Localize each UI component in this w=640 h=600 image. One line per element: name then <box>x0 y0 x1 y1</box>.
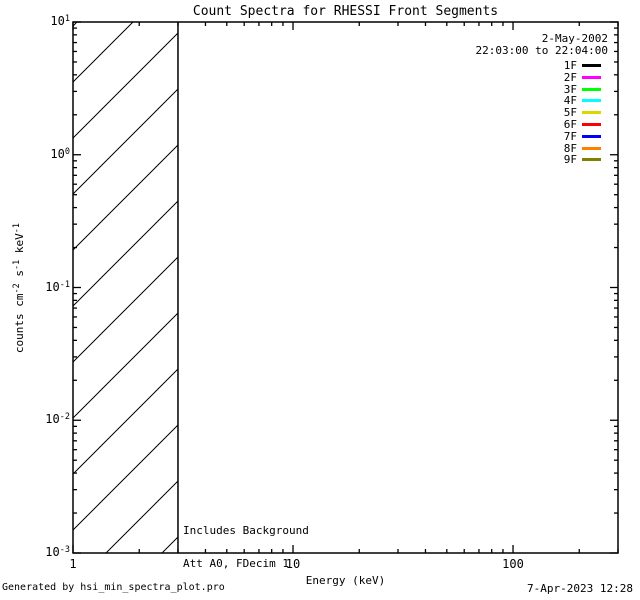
legend-label: 2F <box>563 70 577 84</box>
x-tick-label: 1 <box>69 557 77 571</box>
legend-row: 3F <box>563 82 601 96</box>
legend-label: 7F <box>563 129 577 143</box>
legend-row: 7F <box>563 129 601 143</box>
legend-row: 8F <box>563 141 601 155</box>
legend-date: 2-May-2002 <box>541 32 608 45</box>
legend-swatch <box>582 75 601 79</box>
legend-swatch <box>582 99 601 103</box>
legend-row: 6F <box>563 118 601 131</box>
annotation-includes-background: Includes Background <box>183 524 309 537</box>
y-tick-label: 10-2 <box>45 412 70 427</box>
y-axis-label: counts cm-2 s-1 keV-1 <box>12 222 26 354</box>
y-tick-label: 10-1 <box>45 279 70 294</box>
hatched-no-data-region <box>73 22 178 553</box>
legend-swatch <box>582 87 601 91</box>
legend-row: 4F <box>563 94 601 108</box>
footer-generator: Generated by hsi_min_spectra_plot.pro <box>2 582 225 593</box>
legend-row: 2F <box>563 70 601 84</box>
legend-label: 3F <box>563 82 577 96</box>
y-tick-label: 10-3 <box>45 545 70 559</box>
y-tick-label: 101 <box>50 14 70 28</box>
legend-label: 6F <box>563 118 577 131</box>
legend-swatch <box>582 123 601 126</box>
x-axis-label: Energy (keV) <box>305 574 386 587</box>
annotation-attenuator-state: Att A0, FDecim 1 <box>183 557 289 570</box>
legend-label: 1F <box>563 59 577 72</box>
legend-row: 1F <box>563 59 601 72</box>
x-tick-label: 100 <box>502 557 524 571</box>
legend-time-range: 22:03:00 to 22:04:00 <box>475 44 608 57</box>
plot-title: Count Spectra for RHESSI Front Segments <box>192 4 499 19</box>
annotation-block: Includes Background Att A0, FDecim 1 <box>183 503 309 591</box>
legend-swatch <box>582 158 601 162</box>
y-tick-label: 100 <box>50 146 70 161</box>
legend-swatch <box>582 146 601 150</box>
x-tick-label: 10 <box>285 557 301 571</box>
legend-label: 8F <box>563 141 577 155</box>
legend-label: 4F <box>563 94 577 108</box>
legend-label: 9F <box>563 153 577 167</box>
legend-swatch <box>582 111 601 115</box>
footer-timestamp: 7-Apr-2023 12:28 <box>527 582 633 595</box>
legend-row: 9F <box>563 153 601 167</box>
legend-swatch <box>582 64 601 67</box>
legend-row: 5F <box>563 106 601 120</box>
legend-swatch <box>582 134 601 138</box>
legend-label: 5F <box>563 106 577 120</box>
